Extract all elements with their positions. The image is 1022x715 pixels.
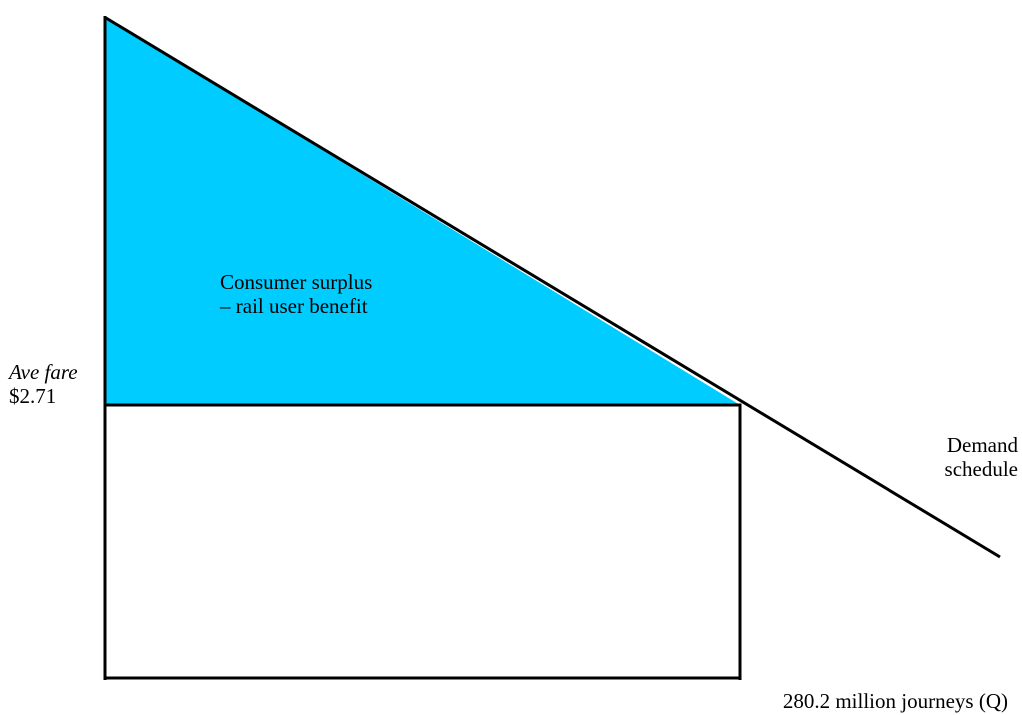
average-fare-caption: Ave fare (9, 360, 78, 384)
revenue-rectangle (103, 403, 742, 680)
quantity-label: 280.2 million journeys (Q) (782, 689, 1008, 713)
demand-schedule-label-line2: schedule (944, 457, 1018, 481)
consumer-surplus-label: Consumer surplus – rail user benefit (220, 270, 460, 318)
demand-curve (105, 16, 1001, 559)
demand-schedule-label: Demand schedule (918, 433, 1018, 481)
consumer-surplus-label-line2: – rail user benefit (220, 294, 368, 318)
consumer-surplus-label-line1: Consumer surplus (220, 270, 373, 294)
demand-schedule-label-line1: Demand (946, 433, 1018, 457)
average-fare-value: $2.71 (9, 384, 57, 408)
